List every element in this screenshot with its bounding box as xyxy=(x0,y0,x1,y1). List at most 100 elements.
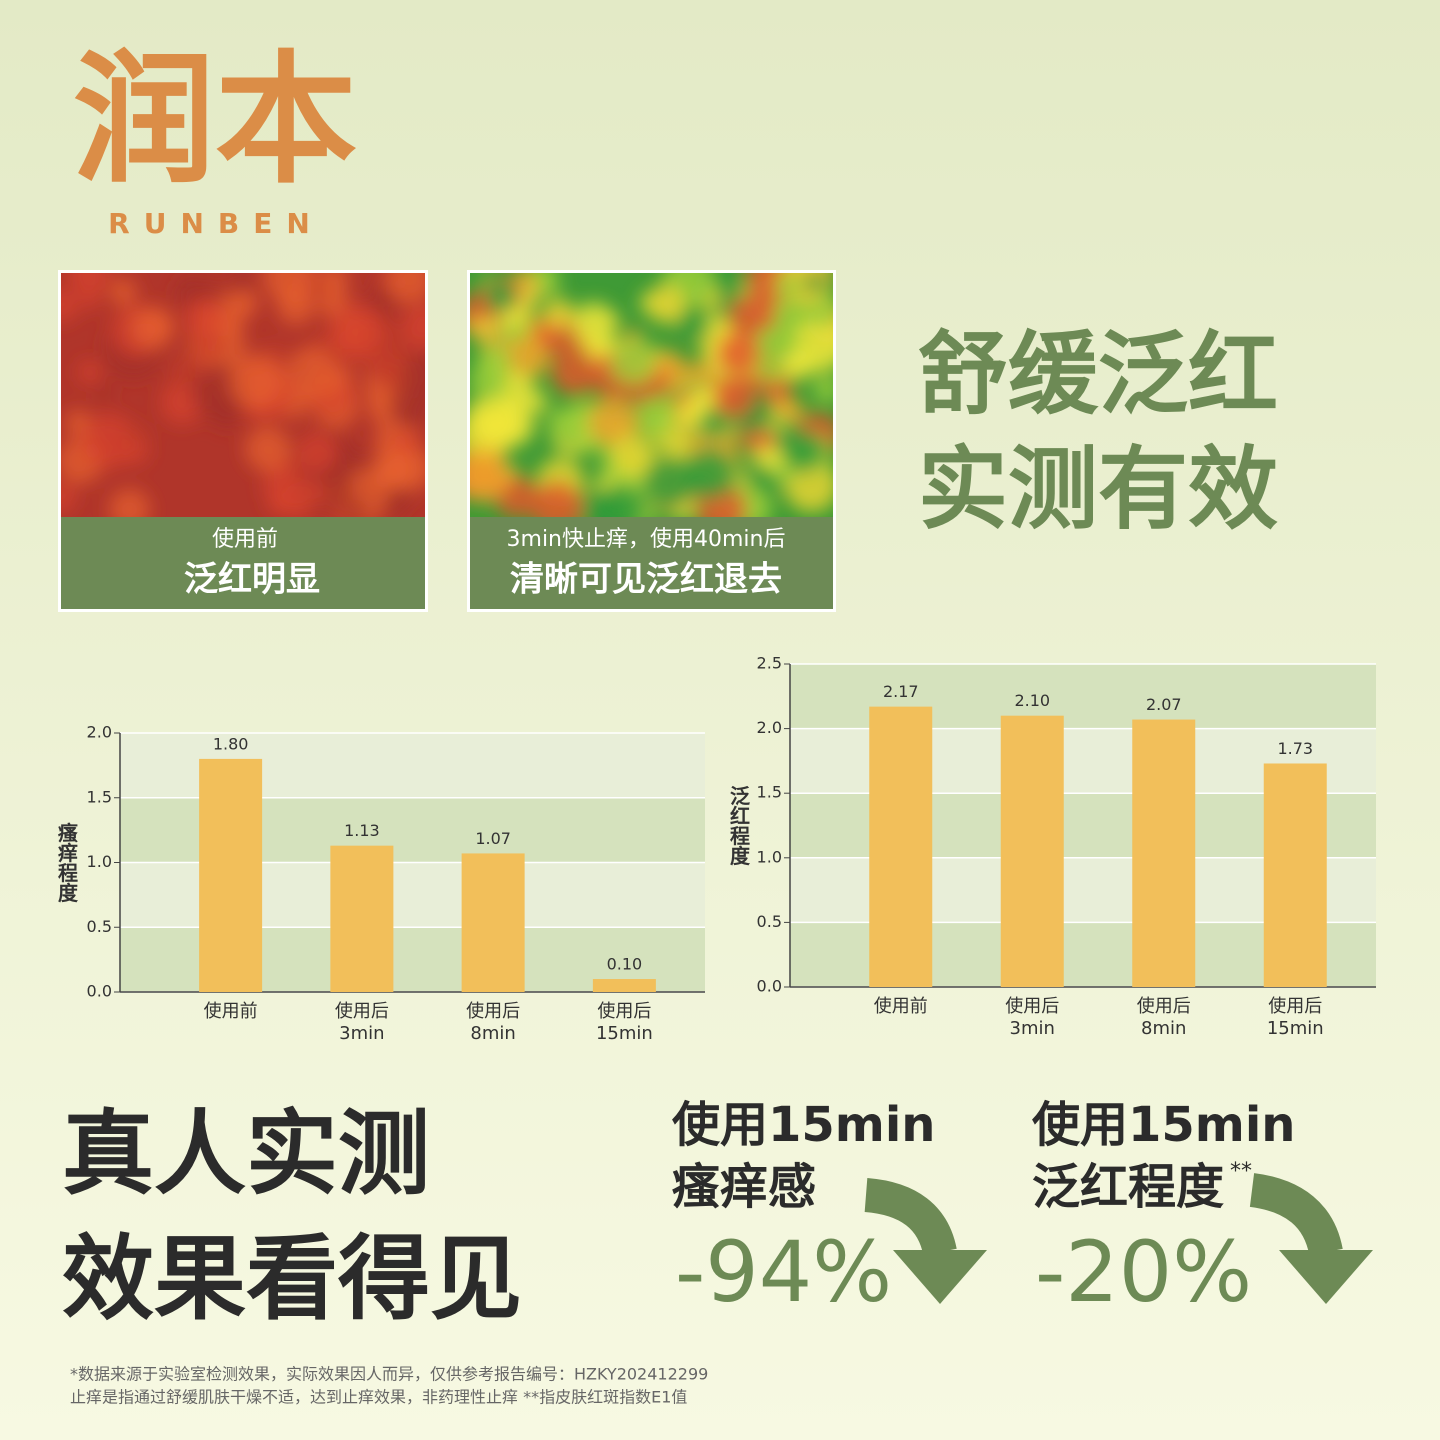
value-label: 1.73 xyxy=(1277,739,1313,758)
heat-blob xyxy=(547,407,578,438)
heat-blob xyxy=(67,273,111,295)
bar xyxy=(592,979,656,992)
stat-line: 使用15min xyxy=(1032,1097,1295,1153)
heat-blob xyxy=(61,288,79,322)
stat-value: -94% xyxy=(675,1223,892,1321)
stat-value: -20% xyxy=(1035,1223,1252,1321)
value-label: 2.17 xyxy=(883,682,919,701)
caption-band xyxy=(61,517,425,609)
heat-blob xyxy=(543,298,574,329)
heat-blob xyxy=(470,451,509,503)
stat: 使用15min 泛红程度 ** -20% xyxy=(1032,1097,1373,1321)
heat-blob xyxy=(130,305,174,350)
arrow xyxy=(864,1178,957,1257)
y-tick-label: 2.0 xyxy=(87,723,112,742)
heat-blob xyxy=(765,413,787,435)
heat-blob xyxy=(804,273,827,294)
caption-large: 泛红明显 xyxy=(184,560,320,600)
heat-blob xyxy=(635,396,678,439)
bar xyxy=(461,853,525,992)
x-tick-label: 使用前 xyxy=(204,1001,258,1022)
heat-blob xyxy=(109,488,150,517)
stat-line: 瘙痒感 xyxy=(672,1159,816,1215)
caption-large: 清晰可见泛红退去 xyxy=(510,560,782,600)
arrow-head xyxy=(1279,1250,1373,1304)
heat-blob xyxy=(203,341,220,358)
heat-blob xyxy=(813,375,833,403)
heat-blob xyxy=(263,273,315,303)
bar xyxy=(199,758,263,992)
heat-blob xyxy=(588,397,639,447)
x-tick-label: 使用前 xyxy=(874,996,928,1017)
heat-blob xyxy=(716,331,760,376)
heat-blob xyxy=(228,353,284,409)
heat-blob xyxy=(80,289,101,310)
value-label: 2.10 xyxy=(1014,691,1050,710)
heat-blob xyxy=(532,273,555,292)
y-tick-label: 2.0 xyxy=(757,718,782,737)
heat-blob xyxy=(343,499,367,517)
value-label: 1.13 xyxy=(344,821,380,840)
heat-blob xyxy=(476,342,512,378)
heat-blob xyxy=(244,426,291,472)
bar xyxy=(1000,715,1064,987)
caption-small: 3min快止痒，使用40min后 xyxy=(507,527,786,552)
heat-blob xyxy=(301,480,326,504)
x-tick-label: 使用后 8min xyxy=(466,1001,520,1044)
y-axis-label: 泛红程度 xyxy=(727,785,751,866)
heat-blob xyxy=(401,304,425,349)
heat-blob xyxy=(231,273,253,292)
bar xyxy=(330,845,394,992)
arrow-head xyxy=(893,1250,987,1304)
heat-blob xyxy=(781,430,825,473)
heat-blob xyxy=(698,407,731,440)
heat-blob xyxy=(609,338,657,385)
heat-blob xyxy=(611,433,654,476)
y-tick-label: 0.0 xyxy=(757,977,782,996)
heat-blob xyxy=(783,348,815,380)
heat-blob xyxy=(295,430,338,474)
heat-blob xyxy=(550,348,598,396)
x-tick-label: 使用后 15min xyxy=(1267,996,1324,1039)
y-tick-label: 1.5 xyxy=(757,783,782,802)
heatmap-before xyxy=(61,273,425,517)
heat-blob xyxy=(372,458,404,490)
heatmap-after xyxy=(470,273,833,517)
y-tick-label: 1.0 xyxy=(757,847,782,866)
headline: 舒缓泛红 xyxy=(918,322,1278,427)
heat-blob xyxy=(597,483,646,517)
heat-blob xyxy=(286,346,338,398)
heat-blob xyxy=(393,431,418,456)
heat-blob xyxy=(61,483,76,513)
heat-blob xyxy=(572,302,615,345)
caption-band xyxy=(470,517,833,609)
bottom-title: 效果看得见 xyxy=(62,1225,522,1332)
x-tick-label: 使用后 15min xyxy=(596,1001,653,1044)
heat-blob xyxy=(530,480,584,517)
heat-blob xyxy=(77,360,101,384)
heat-blob xyxy=(368,357,396,384)
logo-cn: 润本 xyxy=(73,38,357,203)
x-tick-label: 使用后 3min xyxy=(1005,996,1059,1039)
heat-blob xyxy=(387,385,425,428)
value-label: 0.10 xyxy=(607,955,643,974)
heat-blob xyxy=(774,273,802,299)
heat-blob xyxy=(64,409,91,436)
bar xyxy=(869,706,933,987)
note-mark: ** xyxy=(1230,1159,1252,1184)
heat-blob xyxy=(527,392,548,413)
heat-blob xyxy=(319,273,349,294)
heat-blob xyxy=(713,376,755,419)
y-tick-label: 0.5 xyxy=(87,917,112,936)
heat-blob xyxy=(470,396,521,448)
heat-blob xyxy=(328,303,385,360)
heat-blob xyxy=(484,280,518,314)
heat-blob xyxy=(707,313,724,331)
caption-small: 使用前 xyxy=(212,527,278,552)
value-label: 2.07 xyxy=(1146,695,1182,714)
stat-line: 使用15min xyxy=(672,1097,935,1153)
y-tick-label: 1.5 xyxy=(87,787,112,806)
heat-blob xyxy=(121,424,148,452)
stat-line: 泛红程度 xyxy=(1032,1159,1224,1215)
